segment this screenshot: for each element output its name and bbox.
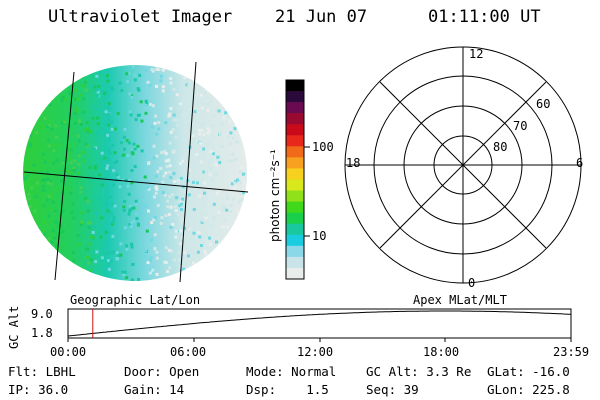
polar-mlat-mlt-plot (344, 46, 582, 284)
ip-info: IP: 36.0 (8, 382, 69, 397)
apex-grid-label: Apex MLat/MLT (413, 293, 507, 307)
mlat-label-70: 70 (513, 119, 528, 133)
uv-earth-image (23, 61, 249, 283)
colorbar-tick-10: 10 (312, 229, 327, 243)
x-tick-0000: 00:00 (50, 345, 87, 359)
mlat-label-60: 60 (536, 97, 551, 111)
gc-altitude-info: GC Alt: 3.3 Re (366, 364, 472, 379)
geo-latitude-info: GLat: -16.0 (487, 364, 570, 379)
instrument-title: Ultraviolet Imager (48, 7, 233, 27)
x-tick-1200: 12:00 (297, 345, 334, 359)
dsp-info: Dsp: 1.5 (246, 382, 329, 397)
geo-longitude-info: GLon: 225.8 (487, 382, 570, 397)
sequence-info: Seq: 39 (366, 382, 419, 397)
gc-altitude-timeline (67, 308, 572, 342)
x-tick-0600: 06:00 (170, 345, 207, 359)
colorbar-unit-label: photon cm⁻²s⁻¹ (268, 149, 282, 242)
observation-date: 21 Jun 07 (275, 7, 368, 27)
geo-grid-lines (23, 61, 249, 283)
colorbar-tick-100: 100 (312, 140, 334, 154)
x-tick-1800: 18:00 (423, 345, 460, 359)
mlt-label-18: 18 (346, 156, 361, 170)
mlat-label-80: 80 (493, 140, 508, 154)
geographic-grid-label: Geographic Lat/Lon (70, 293, 201, 307)
door-info: Door: Open (124, 364, 200, 379)
observation-time: 01:11:00 UT (428, 7, 541, 27)
mode-info: Mode: Normal (246, 364, 337, 379)
gain-info: Gain: 14 (124, 382, 185, 397)
y-tick-1-8: 1.8 (31, 326, 53, 340)
mlt-label-0: 0 (468, 276, 476, 290)
gc-alt-axis-label: GC Alt (7, 305, 21, 349)
filter-info: Flt: LBHL (8, 364, 76, 379)
mlt-label-12: 12 (469, 47, 484, 61)
x-tick-2359: 23:59 (553, 345, 590, 359)
color-scale-bar (285, 79, 310, 280)
mlt-label-6: 6 (576, 156, 584, 170)
y-tick-9: 9.0 (31, 307, 53, 321)
